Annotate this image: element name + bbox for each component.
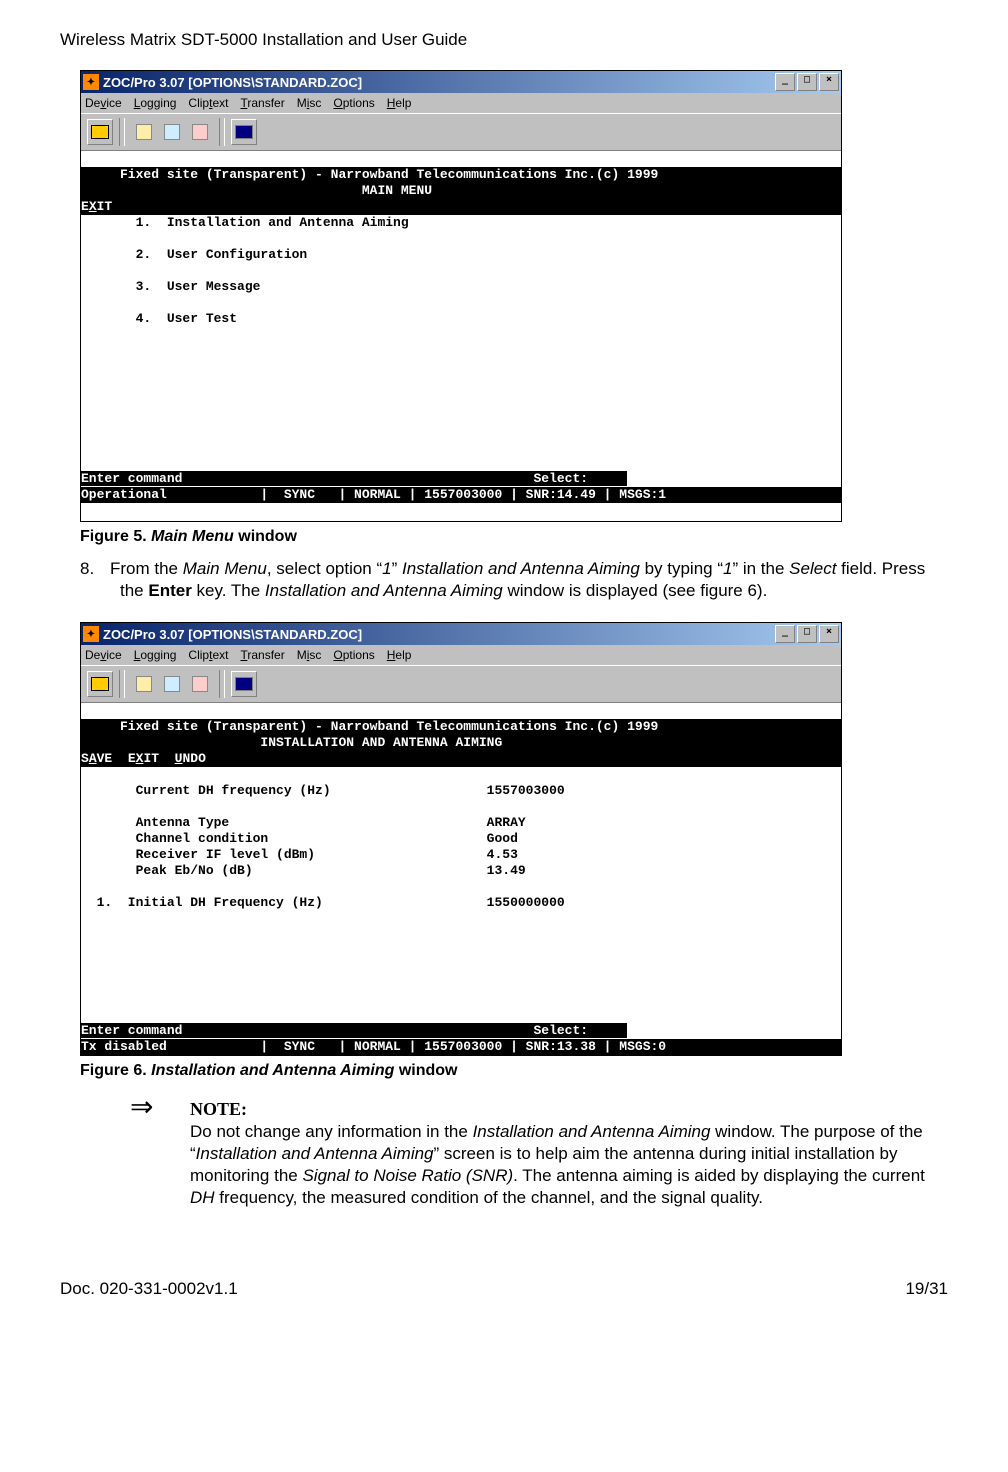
terminal-line: 1. Installation and Antenna Aiming [81,215,841,231]
menu-item[interactable]: Cliptext [188,96,228,110]
app-icon: ✦ [83,74,99,90]
titlebar: ✦ ZOC/Pro 3.07 [OPTIONS\STANDARD.ZOC] _ … [81,71,841,93]
terminal-line [81,231,841,247]
menu-item[interactable]: Transfer [240,648,284,662]
terminal-line: INSTALLATION AND ANTENNA AIMING [81,735,841,751]
terminal-line: Peak Eb/No (dB) 13.49 [81,863,841,879]
toolbar-button-1[interactable] [87,119,113,145]
menu-item[interactable]: Device [85,648,122,662]
toolbar-button-monitor[interactable] [231,119,257,145]
note-block: ⇒ NOTE: Do not change any information in… [190,1098,928,1209]
menu-item[interactable]: Misc [297,648,322,662]
figure5-caption: Figure 5. Main Menu window [80,528,948,546]
app-icon: ✦ [83,626,99,642]
toolbar-separator [119,670,125,698]
maximize-button[interactable]: □ [797,625,817,643]
toolbar-button-2[interactable] [131,671,157,697]
terminal-line [81,263,841,279]
toolbar-separator [119,118,125,146]
titlebar-text: ZOC/Pro 3.07 [OPTIONS\STANDARD.ZOC] [103,75,775,90]
terminal-body: Fixed site (Transparent) - Narrowband Te… [81,151,841,503]
terminal-line [81,799,841,815]
terminal-data-area: Current DH frequency (Hz) 1557003000 Ant… [81,767,841,911]
minimize-button[interactable]: _ [775,73,795,91]
terminal-line [81,767,841,783]
terminal-status-row2: Tx disabled | SYNC | NORMAL | 1557003000… [81,1039,841,1055]
toolbar [81,665,841,703]
menu-item[interactable]: Options [333,648,374,662]
terminal-line [81,879,841,895]
toolbar-separator [219,118,225,146]
terminal-line: 2. User Configuration [81,247,841,263]
menu-item[interactable]: Logging [134,648,177,662]
figure6-window: ✦ ZOC/Pro 3.07 [OPTIONS\STANDARD.ZOC] _ … [80,622,842,1056]
terminal-line: 1. Initial DH Frequency (Hz) 1550000000 [81,895,841,911]
terminal-line: Fixed site (Transparent) - Narrowband Te… [81,719,841,735]
minimize-button[interactable]: _ [775,625,795,643]
close-button[interactable]: × [819,625,839,643]
footer-right: 19/31 [905,1279,948,1299]
menu-item[interactable]: Transfer [240,96,284,110]
toolbar-button-4[interactable] [187,119,213,145]
doc-footer: Doc. 020-331-0002v1.1 19/31 [60,1279,948,1299]
note-arrow-icon: ⇒ [130,1096,153,1118]
doc-header: Wireless Matrix SDT-5000 Installation an… [60,30,948,50]
terminal-line: Fixed site (Transparent) - Narrowband Te… [81,167,841,183]
menu-item[interactable]: Logging [134,96,177,110]
terminal-line: Receiver IF level (dBm) 4.53 [81,847,841,863]
toolbar-button-3[interactable] [159,671,185,697]
menubar: Device Logging Cliptext Transfer Misc Options… [81,645,841,665]
figure6-caption: Figure 6. Installation and Antenna Aimin… [80,1062,948,1080]
terminal-blank-area [81,327,841,471]
terminal-menu-area: 1. Installation and Antenna Aiming 2. Us… [81,215,841,327]
footer-left: Doc. 020-331-0002v1.1 [60,1279,238,1299]
toolbar-button-monitor[interactable] [231,671,257,697]
toolbar-button-1[interactable] [87,671,113,697]
terminal-line: Antenna Type ARRAY [81,815,841,831]
toolbar [81,113,841,151]
toolbar-button-3[interactable] [159,119,185,145]
note-label: NOTE: [190,1099,247,1119]
terminal-line: Channel condition Good [81,831,841,847]
menu-item[interactable]: Help [387,96,412,110]
close-button[interactable]: × [819,73,839,91]
menu-item[interactable]: Misc [297,96,322,110]
terminal-status-row2: Operational | SYNC | NORMAL | 1557003000… [81,487,841,503]
terminal-line [81,295,841,311]
terminal-line: EXIT [81,199,841,215]
toolbar-separator [219,670,225,698]
menubar: Device Logging Cliptext Transfer Misc Options… [81,93,841,113]
body-paragraph-8: 8.From the Main Menu, select option “1” … [120,558,928,602]
menu-item[interactable]: Help [387,648,412,662]
terminal-line: SAVE EXIT UNDO [81,751,841,767]
titlebar-text: ZOC/Pro 3.07 [OPTIONS\STANDARD.ZOC] [103,627,775,642]
terminal-line: 3. User Message [81,279,841,295]
titlebar: ✦ ZOC/Pro 3.07 [OPTIONS\STANDARD.ZOC] _ … [81,623,841,645]
toolbar-button-4[interactable] [187,671,213,697]
menu-item[interactable]: Cliptext [188,648,228,662]
terminal-line: Current DH frequency (Hz) 1557003000 [81,783,841,799]
maximize-button[interactable]: □ [797,73,817,91]
terminal-line: 4. User Test [81,311,841,327]
terminal-body: Fixed site (Transparent) - Narrowband Te… [81,703,841,1055]
toolbar-button-2[interactable] [131,119,157,145]
menu-item[interactable]: Device [85,96,122,110]
menu-item[interactable]: Options [333,96,374,110]
terminal-blank-area [81,911,841,1023]
terminal-status-row1: Enter command Select:█ [81,471,841,487]
figure5-window: ✦ ZOC/Pro 3.07 [OPTIONS\STANDARD.ZOC] _ … [80,70,842,522]
note-text: Do not change any information in the Ins… [190,1122,925,1207]
terminal-status-row1: Enter command Select:█ [81,1023,841,1039]
terminal-line: MAIN MENU [81,183,841,199]
